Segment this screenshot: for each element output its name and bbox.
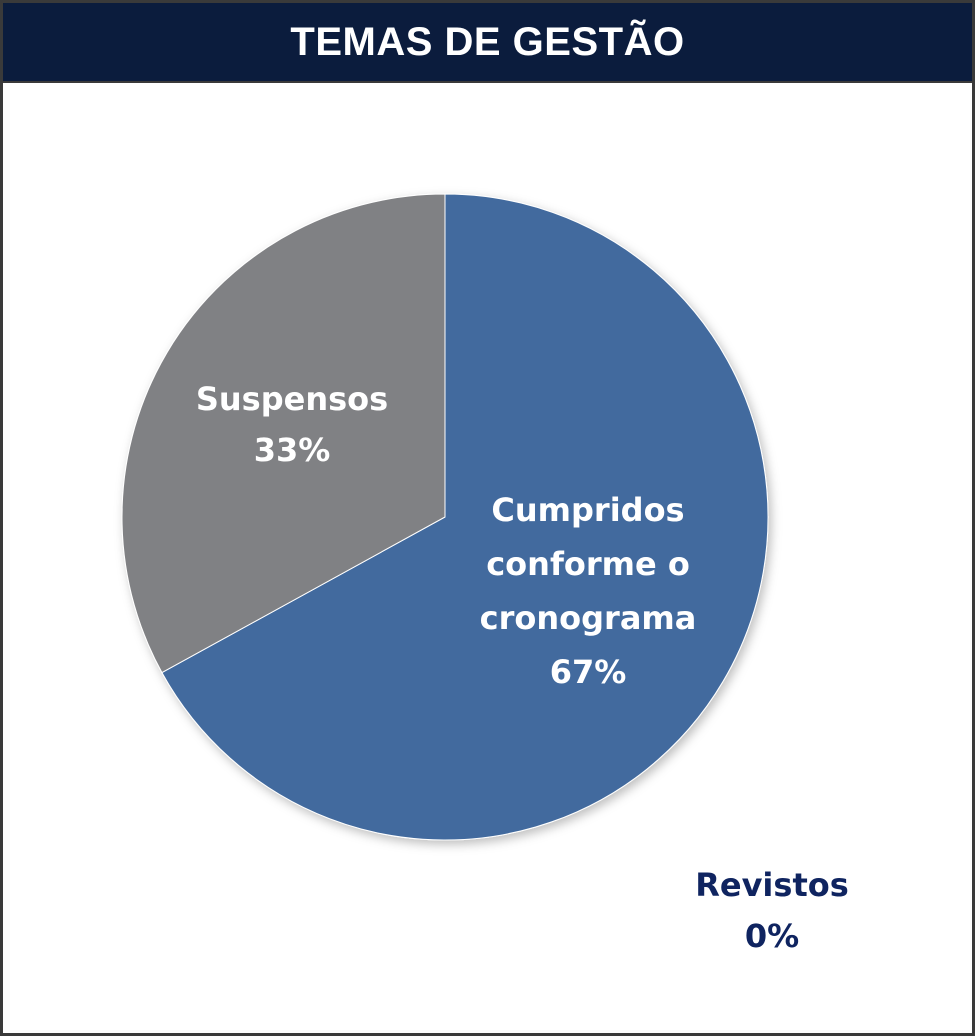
chart-title: TEMAS DE GESTÃO <box>290 19 685 64</box>
slice-label-revistos: Revistos 0% <box>695 866 849 955</box>
pie-chart: Cumpridos conforme o cronograma 67% Suspenso… <box>121 193 849 955</box>
pie-slice-cumpridos-conforme-o-cronograma <box>161 193 769 841</box>
chart-header: TEMAS DE GESTÃO <box>3 3 972 83</box>
pie-slice-suspensos <box>121 193 446 674</box>
slice-label-suspensos: Suspensos 33% <box>196 380 388 469</box>
slice-label-cumpridos-conforme-o-cronograma: Cumpridos conforme o cronograma 67% <box>480 491 697 691</box>
